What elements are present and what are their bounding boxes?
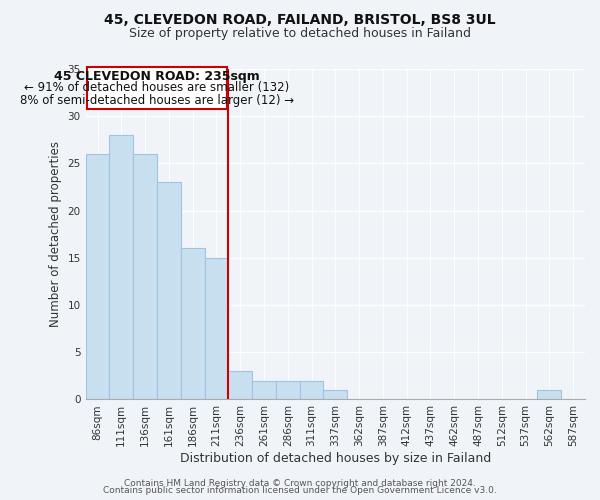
Bar	[252, 380, 276, 400]
Bar	[276, 380, 299, 400]
Bar	[181, 248, 205, 400]
Bar	[87, 67, 227, 108]
Text: 45 CLEVEDON ROAD: 235sqm: 45 CLEVEDON ROAD: 235sqm	[54, 70, 260, 83]
Bar	[538, 390, 561, 400]
Bar	[133, 154, 157, 400]
Bar	[323, 390, 347, 400]
Text: Contains public sector information licensed under the Open Government Licence v3: Contains public sector information licen…	[103, 486, 497, 495]
Bar	[205, 258, 229, 400]
Text: 45, CLEVEDON ROAD, FAILAND, BRISTOL, BS8 3UL: 45, CLEVEDON ROAD, FAILAND, BRISTOL, BS8…	[104, 12, 496, 26]
X-axis label: Distribution of detached houses by size in Failand: Distribution of detached houses by size …	[179, 452, 491, 465]
Bar	[157, 182, 181, 400]
Text: 8% of semi-detached houses are larger (12) →: 8% of semi-detached houses are larger (1…	[20, 94, 294, 107]
Text: ← 91% of detached houses are smaller (132): ← 91% of detached houses are smaller (13…	[25, 82, 290, 94]
Text: Size of property relative to detached houses in Failand: Size of property relative to detached ho…	[129, 28, 471, 40]
Bar	[109, 135, 133, 400]
Y-axis label: Number of detached properties: Number of detached properties	[49, 141, 62, 327]
Bar	[299, 380, 323, 400]
Bar	[229, 371, 252, 400]
Bar	[86, 154, 109, 400]
Text: Contains HM Land Registry data © Crown copyright and database right 2024.: Contains HM Land Registry data © Crown c…	[124, 478, 476, 488]
